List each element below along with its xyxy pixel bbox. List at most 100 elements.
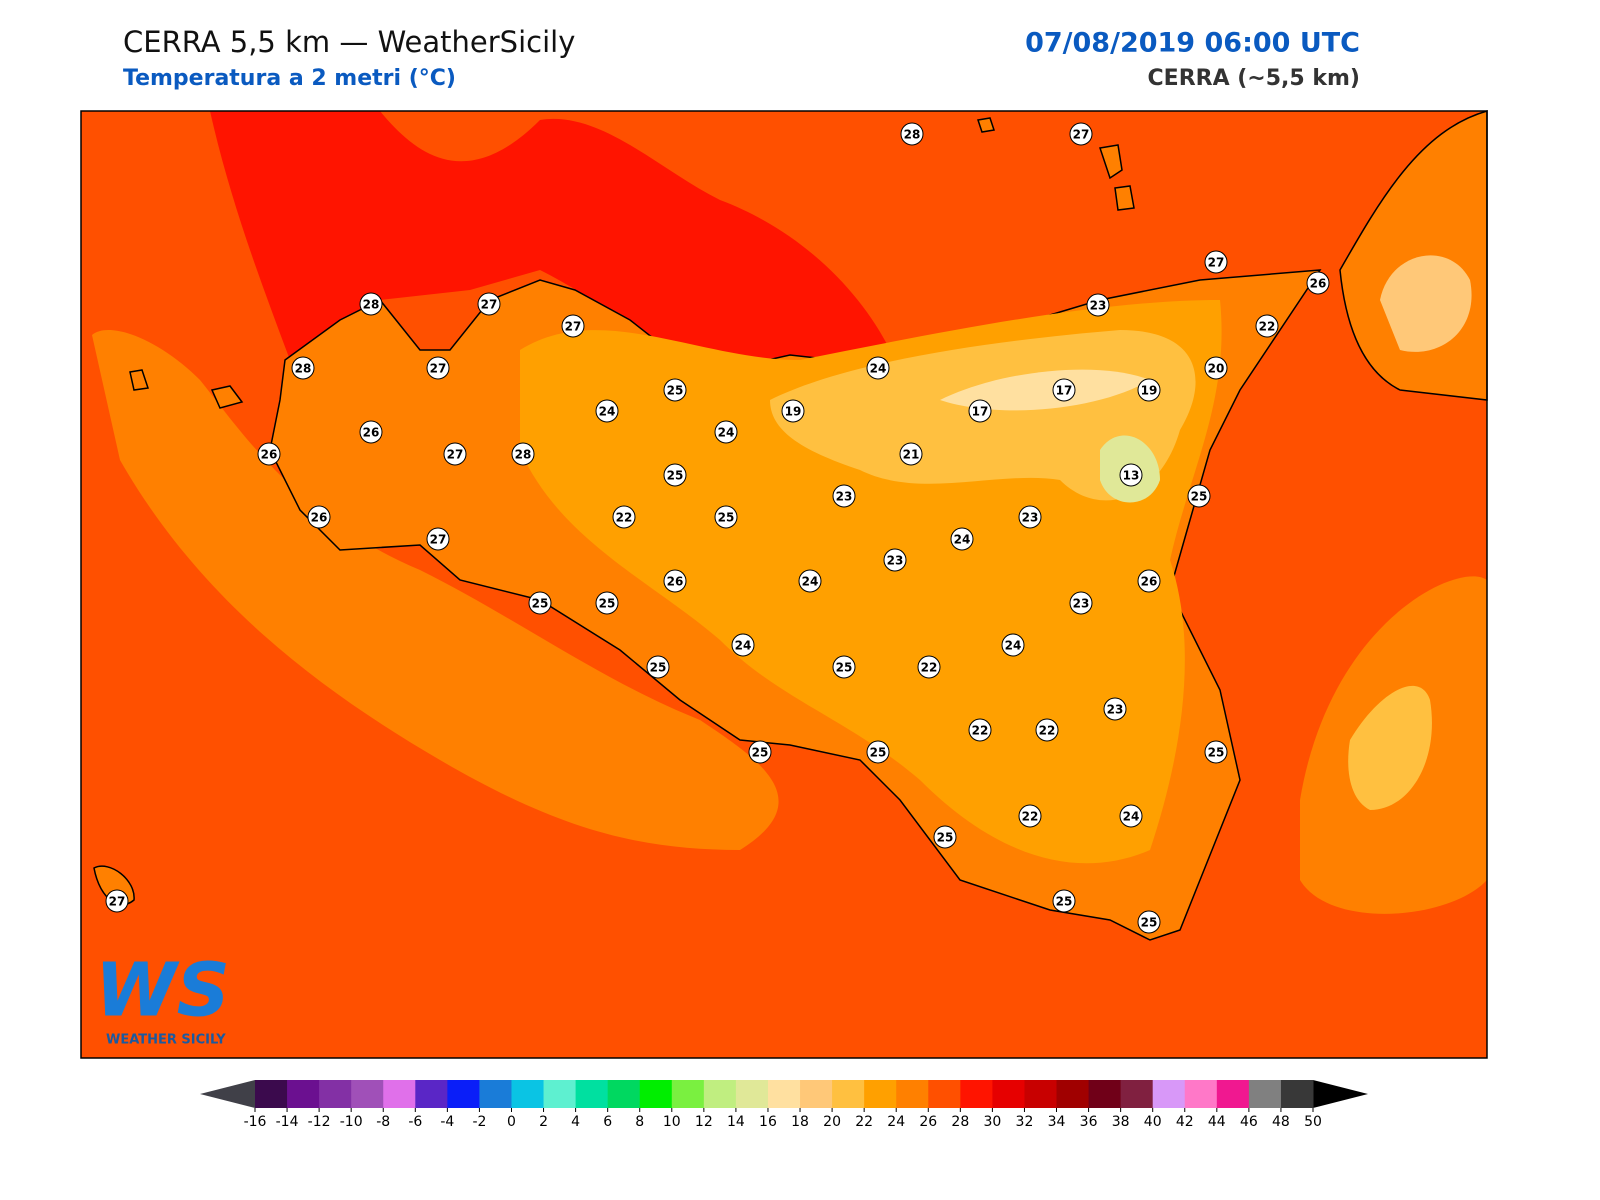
station-marker xyxy=(663,378,687,402)
station-marker xyxy=(1052,889,1076,913)
colorbar-tick-label: -14 xyxy=(276,1114,299,1130)
station-value: 28 xyxy=(363,298,380,312)
colorbar-tick-label: 24 xyxy=(887,1114,905,1130)
station-value: 27 xyxy=(1208,256,1225,270)
station-marker xyxy=(1086,293,1110,317)
sea-warm-core xyxy=(1348,685,1432,810)
colorbar-segment xyxy=(639,1080,673,1108)
station-marker xyxy=(426,356,450,380)
colorbar-segment xyxy=(383,1080,416,1108)
station-value: 24 xyxy=(599,405,616,419)
station-value: 25 xyxy=(718,511,735,525)
colorbar-segment xyxy=(832,1080,865,1108)
colorbar-tick-label: 2 xyxy=(539,1114,548,1130)
station-value: 25 xyxy=(650,661,667,675)
station-value: 22 xyxy=(1259,320,1276,334)
title: CERRA 5,5 km — WeatherSicily xyxy=(123,25,575,59)
station-marker xyxy=(528,591,552,615)
colorbar-segment xyxy=(415,1080,448,1108)
calabria-cool xyxy=(1380,255,1472,352)
station-value: 21 xyxy=(903,448,920,462)
station-marker xyxy=(1137,569,1161,593)
station-value: 22 xyxy=(921,661,938,675)
station-marker xyxy=(1187,484,1211,508)
station-value: 27 xyxy=(481,298,498,312)
colorbar-segment xyxy=(1024,1080,1058,1108)
station-marker xyxy=(968,718,992,742)
colorbar-tick-label: 20 xyxy=(823,1114,841,1130)
station-value: 25 xyxy=(937,831,954,845)
subtitle: Temperatura a 2 metri (°C) xyxy=(123,66,456,91)
station-marker xyxy=(798,569,822,593)
logo-text: WEATHER SICILY xyxy=(106,1033,226,1048)
colorbar-tick-label: 32 xyxy=(1016,1114,1034,1130)
station-value: 25 xyxy=(1141,916,1158,930)
colorbar-tick-label: 48 xyxy=(1272,1114,1290,1130)
station-marker xyxy=(1018,804,1042,828)
colorbar-tick-label: 38 xyxy=(1112,1114,1130,1130)
colorbar-tick-label: -12 xyxy=(308,1114,331,1130)
station-marker xyxy=(950,527,974,551)
colorbar-tick-label: 50 xyxy=(1304,1114,1322,1130)
station-marker xyxy=(1204,740,1228,764)
station-marker xyxy=(1137,910,1161,934)
colorbar-tick-label: -6 xyxy=(408,1114,422,1130)
map xyxy=(80,110,1488,1059)
station-marker xyxy=(1204,356,1228,380)
station-value: 23 xyxy=(1073,597,1090,611)
colorbar-segment xyxy=(767,1080,801,1108)
station-marker xyxy=(748,740,772,764)
colorbar-tick-label: 10 xyxy=(663,1114,681,1130)
station-marker xyxy=(291,356,315,380)
station-value: 28 xyxy=(515,448,532,462)
colorbar-segment xyxy=(1120,1080,1154,1108)
colorbar-segment xyxy=(447,1080,480,1108)
colorbar-tick-label: 16 xyxy=(759,1114,777,1130)
colorbar-tick-label: 0 xyxy=(507,1114,516,1130)
colorbar-segment xyxy=(703,1080,737,1108)
station-marker xyxy=(899,442,923,466)
colorbar-segment xyxy=(607,1080,641,1108)
colorbar-tick-label: 34 xyxy=(1048,1114,1066,1130)
station-value: 25 xyxy=(1056,895,1073,909)
station-value: 26 xyxy=(667,575,684,589)
station-marker xyxy=(359,420,383,444)
colorbar-tick-label: -10 xyxy=(340,1114,363,1130)
station-marker xyxy=(1069,122,1093,146)
nebrodi-cool xyxy=(940,369,1150,411)
station-marker xyxy=(781,399,805,423)
station-marker xyxy=(663,463,687,487)
station-value: 25 xyxy=(667,384,684,398)
colorbar-segment xyxy=(1280,1080,1314,1108)
colorbar-segment xyxy=(671,1080,705,1108)
station-value: 25 xyxy=(1191,490,1208,504)
station-value: 24 xyxy=(718,426,735,440)
colorbar-segment xyxy=(479,1080,512,1108)
colorbar-over xyxy=(1313,1080,1368,1108)
station-marker xyxy=(511,442,535,466)
station-value: 26 xyxy=(363,426,380,440)
colorbar-segment xyxy=(287,1080,320,1108)
station-marker xyxy=(612,505,636,529)
colorbar-tick-label: -2 xyxy=(472,1114,486,1130)
station-value: 13 xyxy=(1123,469,1140,483)
colorbar-segment xyxy=(735,1080,769,1108)
colorbar-tick-label: 12 xyxy=(695,1114,713,1130)
colorbar-segment xyxy=(1088,1080,1122,1108)
station-marker xyxy=(900,122,924,146)
colorbar-segment xyxy=(575,1080,609,1108)
colorbar-segment xyxy=(1248,1080,1282,1108)
colorbar-segment xyxy=(992,1080,1025,1108)
station-value: 26 xyxy=(311,511,328,525)
station-marker xyxy=(714,505,738,529)
station-marker xyxy=(1035,718,1059,742)
colorbar-segment xyxy=(960,1080,993,1108)
station-value: 22 xyxy=(1039,724,1056,738)
station-marker xyxy=(1069,591,1093,615)
station-value: 25 xyxy=(752,746,769,760)
colorbar-tick-label: 46 xyxy=(1240,1114,1258,1130)
stations: 28 27 27 26 22 28 27 27 23 28 27 24 20 25 17 19 24 19 17 26… xyxy=(105,122,1330,934)
station-marker xyxy=(477,292,501,316)
station-value: 26 xyxy=(1310,277,1327,291)
colorbar-segment xyxy=(800,1080,833,1108)
